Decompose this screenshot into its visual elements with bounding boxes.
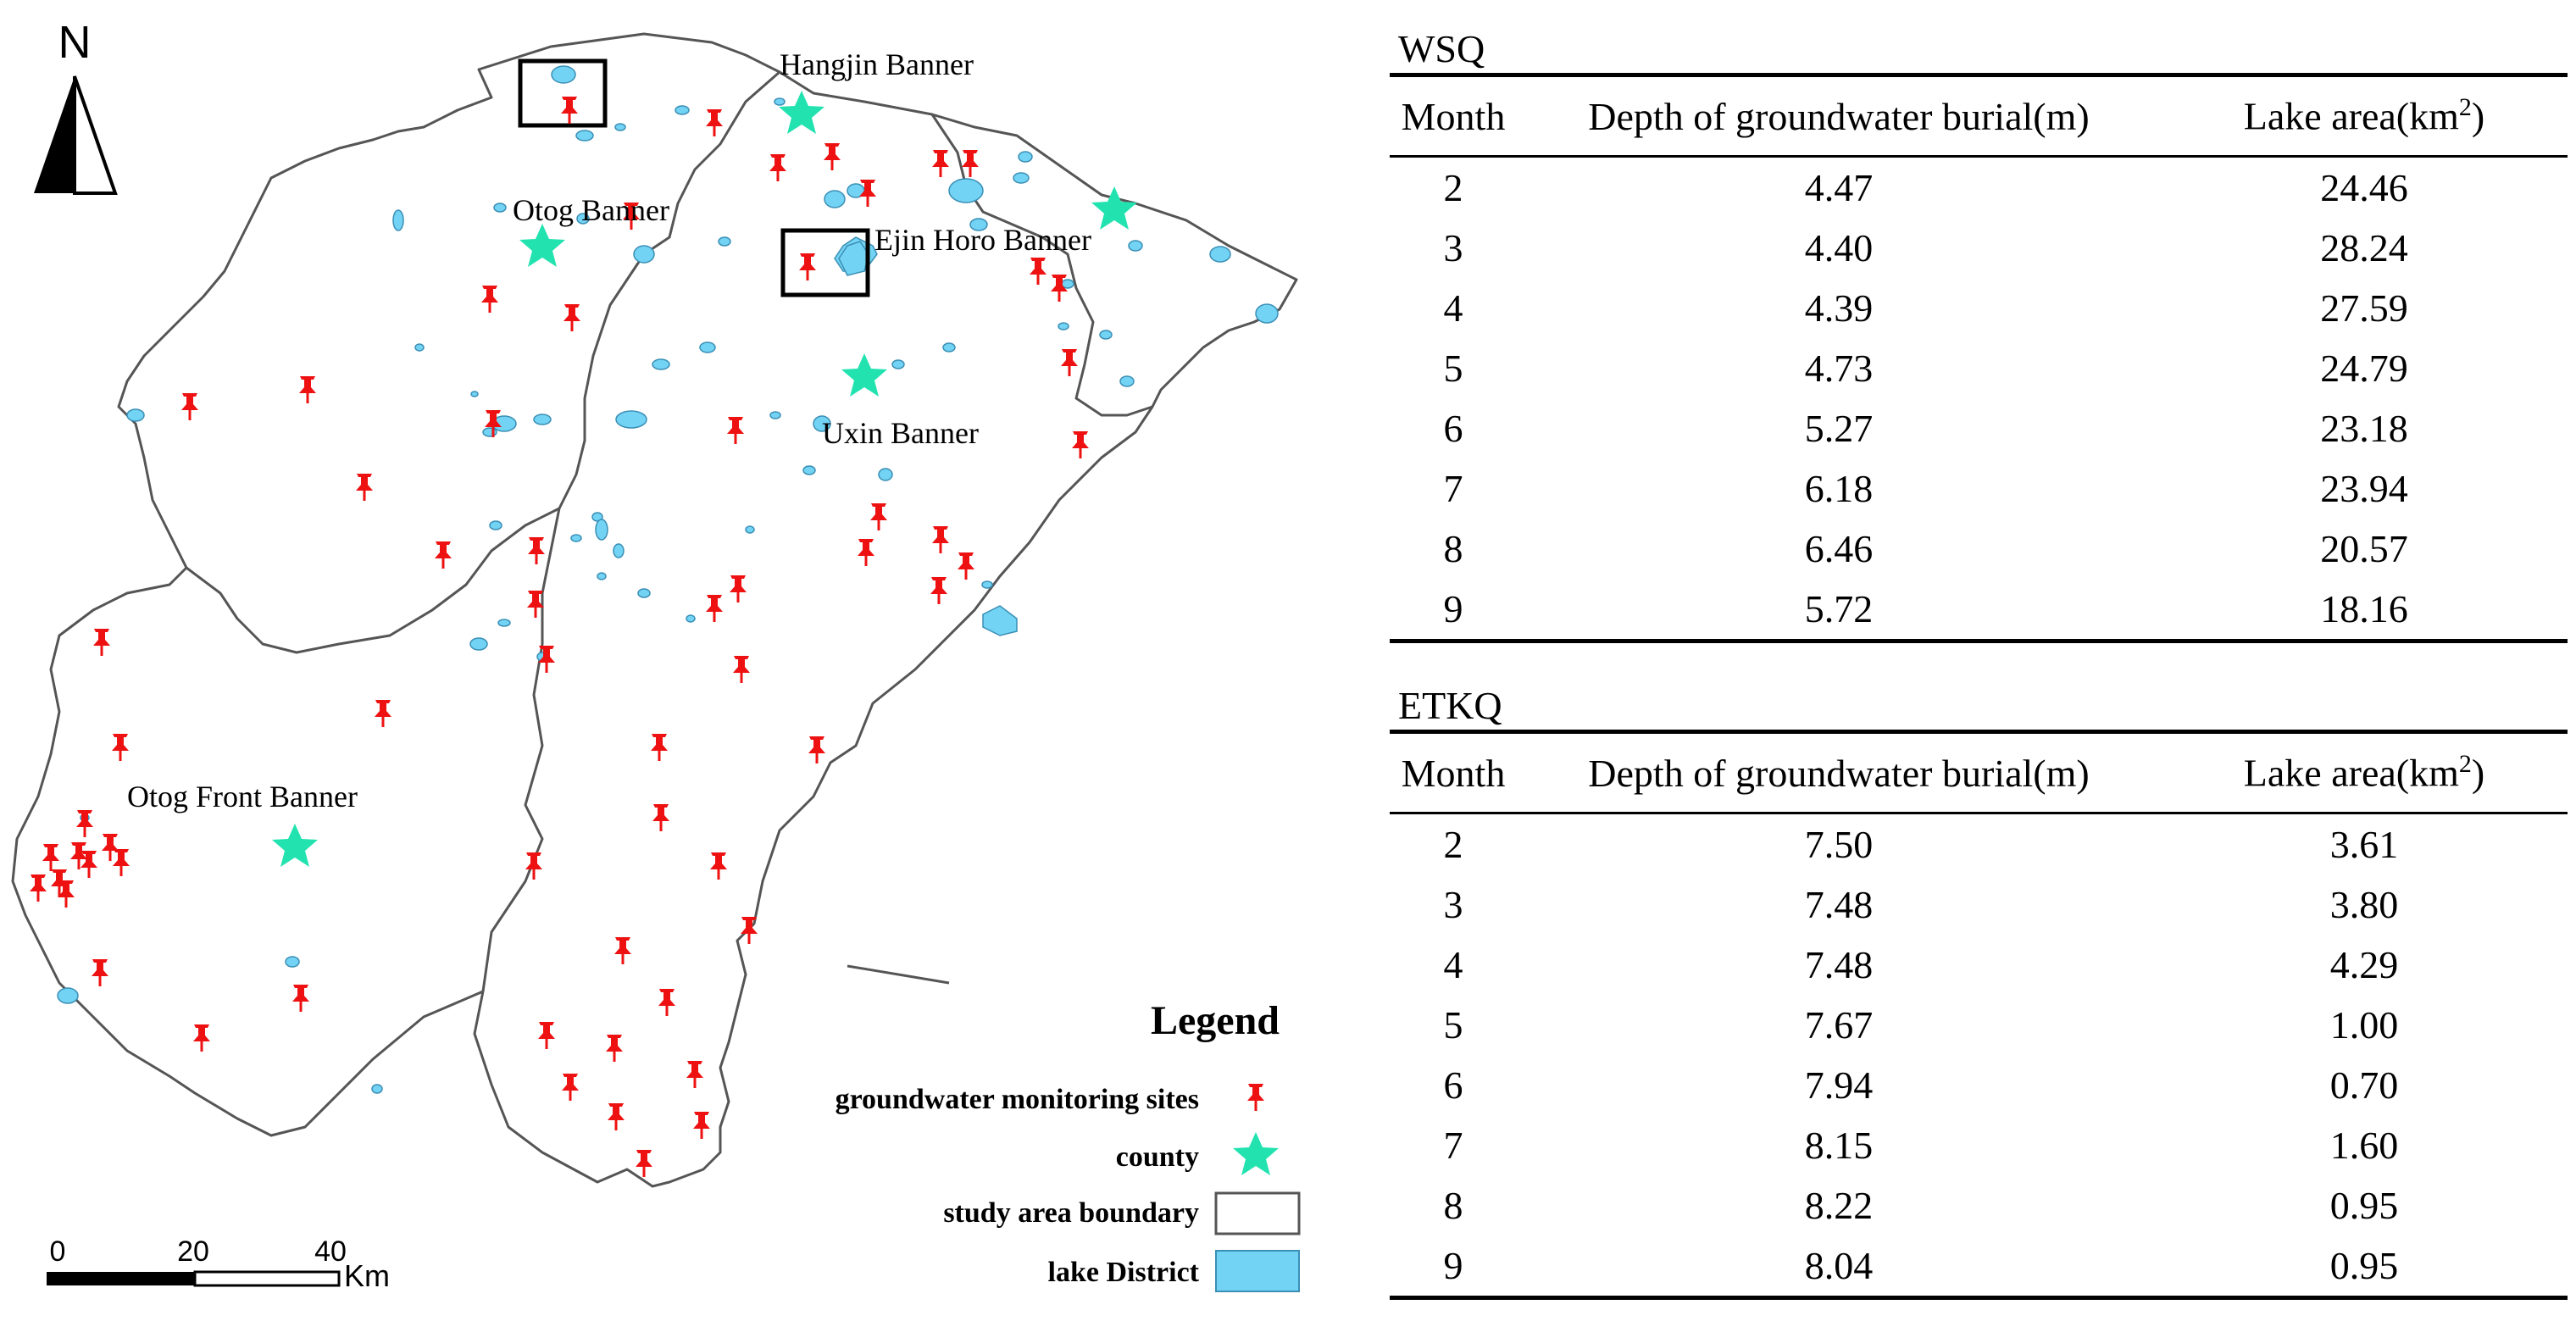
header-lake-area: Lake area(km2): [2161, 73, 2568, 158]
header-lake-area: Lake area(km2): [2161, 730, 2568, 814]
scale-bar: 0 20 40 Km: [47, 1235, 390, 1293]
table-row: 9 8.04 0.95: [1390, 1235, 2568, 1300]
etkq-table-block: ETKQ Month Depth of groundwater burial(m…: [1390, 682, 2568, 1300]
table-row: 4 7.48 4.29: [1443, 943, 2399, 986]
header-depth: Depth of groundwater burial(m): [1517, 730, 2161, 814]
legend-label-county: county: [1116, 1141, 1199, 1173]
legend-star-icon: [1233, 1132, 1279, 1175]
scale-tick-0: 0: [50, 1235, 66, 1268]
table-row: 3 4.40 28.24: [1443, 226, 2408, 269]
study-area-map: N: [11, 17, 1301, 1293]
header-month: Month: [1390, 73, 1517, 158]
label-otog-front-banner: Otog Front Banner: [127, 780, 358, 813]
scale-tick-20: 20: [177, 1235, 209, 1268]
table-row: 2 7.50 3.61: [1443, 823, 2399, 866]
etkq-highlight-box: [780, 228, 870, 297]
table-row: 5 4.73 24.79: [1443, 347, 2408, 390]
study-area-boundary: [11, 32, 1298, 1188]
table-row: 6 5.27 23.18: [1443, 407, 2408, 450]
legend-label-sites: groundwater monitoring sites: [836, 1084, 1199, 1115]
label-uxin-banner: Uxin Banner: [822, 416, 979, 450]
table-row: 8 8.22 0.95: [1443, 1184, 2399, 1227]
legend-lake-swatch: [1215, 1250, 1300, 1292]
table-title: ETKQ: [1398, 684, 1502, 727]
label-hangjin-banner: Hangjin Banner: [780, 47, 974, 81]
legend-label-lake: lake District: [1048, 1257, 1200, 1288]
wsq-table-block: WSQ Month Depth of groundwater burial(m)…: [1390, 25, 2568, 643]
table-row: 5 7.67 1.00: [1443, 1003, 2399, 1047]
label-ejin-horo-banner: Ejin Horo Banner: [874, 223, 1091, 257]
table-row: 7 6.18 23.94: [1443, 467, 2408, 510]
scale-tick-40: 40: [314, 1235, 347, 1268]
table-row: 3 7.48 3.80: [1443, 883, 2399, 926]
table-row: 4 4.39 27.59: [1443, 286, 2408, 330]
wsq-table: Month Depth of groundwater burial(m) Lak…: [1390, 73, 2568, 643]
north-label: N: [58, 17, 92, 68]
table-row: 8 6.46 20.57: [1443, 527, 2408, 570]
table-title: WSQ: [1398, 27, 1485, 70]
legend-label-boundary: study area boundary: [943, 1197, 1199, 1229]
table-row: 2 4.47 24.46: [1443, 166, 2408, 209]
legend: Legend groundwater monitoring sites coun…: [836, 998, 1301, 1292]
table-row: 7 8.15 1.60: [1443, 1124, 2399, 1167]
wsq-highlight-box: [518, 58, 608, 128]
scale-unit: Km: [344, 1258, 390, 1293]
header-month: Month: [1390, 730, 1517, 814]
north-arrow: N: [34, 17, 118, 195]
legend-pin-icon: [1246, 1082, 1266, 1113]
etkq-table: Month Depth of groundwater burial(m) Lak…: [1390, 730, 2568, 1300]
table-row: 9 5.72 18.16: [1390, 579, 2568, 643]
label-otog-banner: Otog Banner: [513, 193, 669, 227]
legend-boundary-swatch: [1214, 1191, 1301, 1235]
header-depth: Depth of groundwater burial(m): [1517, 73, 2161, 158]
table-row: 6 7.94 0.70: [1443, 1063, 2399, 1107]
legend-title: Legend: [1151, 998, 1280, 1043]
